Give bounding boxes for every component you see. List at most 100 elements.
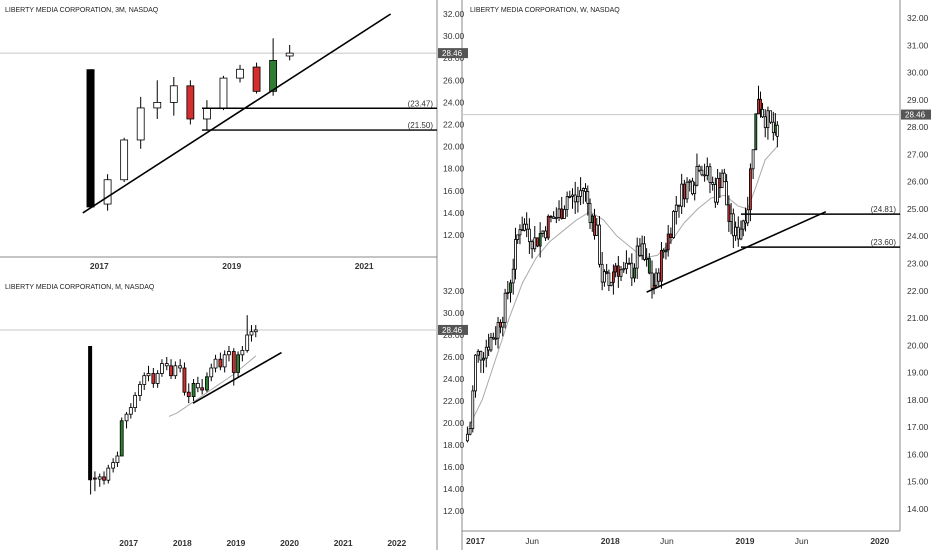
candle-body: [501, 322, 505, 328]
quarterly-x-tick: 2021: [355, 261, 374, 271]
candle-body: [593, 215, 596, 236]
monthly-candle: [115, 451, 120, 467]
candle-body: [164, 363, 169, 367]
weekly-candle: [731, 208, 735, 249]
weekly-candle: [749, 163, 752, 222]
candle-body: [766, 110, 770, 129]
candle-body: [536, 237, 539, 247]
candle-body: [530, 241, 534, 250]
monthly-trendline: [192, 351, 282, 404]
weekly-candle: [576, 186, 580, 213]
candle-body: [619, 269, 623, 277]
monthly-candle: [253, 325, 258, 338]
weekly-x-tick: 2017: [466, 536, 485, 546]
weekly-candle: [509, 279, 512, 303]
weekly-candle: [581, 187, 585, 204]
monthly-candle: [186, 383, 191, 404]
weekly-candle: [491, 332, 495, 340]
weekly-candle: [746, 196, 750, 227]
weekly-candle: [691, 177, 694, 196]
weekly-y-tick: 19.00: [907, 368, 929, 378]
candle-body: [182, 367, 187, 393]
weekly-candle: [705, 157, 709, 181]
weekly-x-tick: Jun: [525, 536, 539, 546]
quarterly-candle: [203, 100, 211, 131]
weekly-candle: [734, 221, 737, 241]
weekly-candle: [627, 257, 631, 265]
weekly-candle: [625, 250, 628, 274]
candle-body: [703, 174, 706, 177]
candle-body: [533, 237, 537, 250]
weekly-candle: [471, 385, 475, 433]
candle-body: [124, 413, 129, 422]
candle-body: [231, 351, 236, 373]
weekly-candle: [479, 350, 483, 373]
weekly-moving-average: [468, 145, 778, 428]
candle-body: [527, 228, 531, 243]
candle-body: [538, 233, 542, 247]
candle-body: [560, 208, 564, 219]
weekly-y-tick: 17.00: [907, 422, 929, 432]
weekly-candle: [713, 177, 717, 208]
weekly-candle: [664, 242, 668, 260]
weekly-candle: [600, 251, 604, 291]
weekly-candle: [494, 326, 498, 346]
candle-body: [614, 265, 618, 273]
weekly-candle: [703, 163, 706, 182]
weekly-y-tick: 32.00: [907, 13, 929, 23]
candle-body: [672, 210, 675, 238]
candle-body: [88, 346, 93, 481]
weekly-candle: [565, 191, 569, 217]
weekly-candle: [647, 253, 651, 275]
quarterly-y-tick: 18.00: [443, 164, 465, 174]
candle-body: [727, 204, 731, 222]
weekly-candle: [722, 168, 726, 183]
quarterly-candle: [153, 80, 162, 119]
weekly-candle: [579, 177, 582, 206]
weekly-candle: [506, 280, 510, 300]
candle-body: [660, 250, 663, 282]
candle-body: [203, 107, 211, 120]
candle-body: [645, 257, 649, 260]
quarterly-candle: [186, 80, 195, 125]
candle-body: [573, 194, 577, 203]
weekly-candle: [775, 121, 779, 148]
candle-body: [751, 149, 755, 170]
candle-body: [647, 257, 651, 274]
candle-body: [169, 365, 173, 377]
weekly-candle: [476, 349, 480, 363]
weekly-candle: [766, 106, 770, 140]
weekly-candle: [541, 230, 545, 238]
monthly-price-badge: [438, 324, 468, 335]
weekly-candle: [660, 242, 663, 289]
weekly-candle: [544, 226, 547, 242]
monthly-candle: [164, 357, 169, 371]
candle-body: [489, 337, 493, 351]
quarterly-candle: [236, 64, 244, 83]
candle-body: [119, 420, 124, 457]
weekly-candle: [598, 216, 601, 268]
candle-body: [584, 188, 587, 192]
weekly-level-label: (23.60): [871, 238, 897, 247]
monthly-candle: [249, 325, 254, 342]
candle-body: [227, 351, 231, 356]
weekly-candle: [496, 316, 500, 349]
weekly-candle: [503, 288, 507, 329]
candle-body: [627, 262, 631, 265]
monthly-candle: [169, 359, 173, 379]
monthly-x-tick: 2018: [173, 538, 192, 548]
monthly-candle: [93, 471, 97, 492]
quarterly-candle: [269, 38, 278, 96]
weekly-candle: [533, 225, 537, 252]
monthly-y-tick: 24.00: [443, 374, 465, 384]
candle-body: [554, 217, 558, 219]
candle-body: [178, 365, 183, 369]
weekly-candle: [563, 205, 566, 219]
candle-body: [133, 395, 138, 409]
weekly-candle: [700, 165, 704, 177]
candle-body: [514, 239, 517, 270]
quarterly-y-tick: 12.00: [443, 230, 465, 240]
candle-body: [213, 358, 218, 369]
candle-body: [496, 322, 500, 339]
candle-body: [506, 292, 510, 294]
